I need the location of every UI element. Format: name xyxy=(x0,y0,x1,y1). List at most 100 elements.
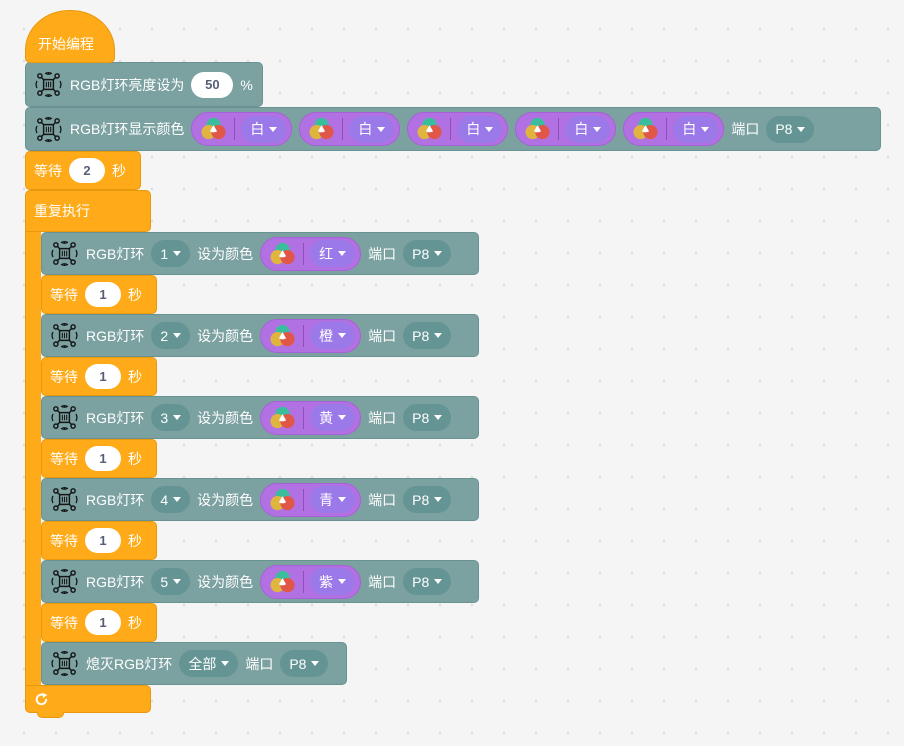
chevron-down-icon xyxy=(434,415,443,420)
port-dropdown[interactable]: P8 xyxy=(403,322,452,349)
color-picker-pill[interactable]: 紫 xyxy=(260,564,362,599)
repeat-block-header[interactable]: 重复执行 xyxy=(25,190,151,232)
color-dropdown-5[interactable]: 白 xyxy=(673,115,719,143)
set-color-label: 设为颜色 xyxy=(197,409,254,426)
color-dropdown-value: 橙 xyxy=(319,327,334,344)
color-dropdown[interactable]: 青 xyxy=(310,486,356,513)
turn-off-label: 熄灭RGB灯环 xyxy=(86,655,173,672)
wait-unit-label: 秒 xyxy=(128,368,142,385)
color-picker-pill-4[interactable]: 白 xyxy=(515,112,617,146)
color-dropdown-3[interactable]: 白 xyxy=(457,115,503,143)
ring-index-dropdown[interactable]: 3 xyxy=(151,404,191,431)
color-picker-pill[interactable]: 红 xyxy=(260,236,362,271)
port-dropdown-value: P8 xyxy=(412,245,430,262)
color-dropdown[interactable]: 橙 xyxy=(310,322,356,349)
wait-seconds-input[interactable]: 1 xyxy=(85,528,121,553)
ring-index-dropdown[interactable]: 4 xyxy=(151,486,191,513)
ring-index-value: 5 xyxy=(160,573,169,590)
color-picker-pill[interactable]: 黄 xyxy=(260,400,362,435)
wait-label: 等待 xyxy=(50,450,78,467)
scope-dropdown[interactable]: 全部 xyxy=(179,650,239,677)
pill-divider xyxy=(303,406,305,429)
wait-unit-label: 秒 xyxy=(128,450,142,467)
port-dropdown[interactable]: P8 xyxy=(280,650,329,677)
color-dropdown[interactable]: 黄 xyxy=(310,404,356,431)
block-wait[interactable]: 等待 1 秒 xyxy=(41,357,157,396)
block-set-ring-pixel-color[interactable]: RGB灯环 4 设为颜色 青 端口 P8 xyxy=(41,478,479,521)
rgb-color-wheel-icon xyxy=(268,405,297,431)
block-set-ring-pixel-color[interactable]: RGB灯环 5 设为颜色 紫 端口 P8 xyxy=(41,560,479,603)
ring-index-value: 3 xyxy=(160,409,169,426)
color-picker-pill-3[interactable]: 白 xyxy=(407,112,509,146)
block-repeat-forever[interactable]: 重复执行 xyxy=(25,190,151,718)
wait-seconds-input[interactable]: 2 xyxy=(69,158,105,183)
port-dropdown[interactable]: P8 xyxy=(403,486,452,513)
chevron-down-icon xyxy=(173,415,182,420)
block-set-ring-pixel-color[interactable]: RGB灯环 3 设为颜色 黄 端口 P8 xyxy=(41,396,479,439)
rgb-color-wheel-icon xyxy=(307,116,336,142)
port-dropdown[interactable]: P8 xyxy=(766,115,815,143)
repeat-block-left-wall xyxy=(25,232,41,685)
chevron-down-icon xyxy=(434,333,443,338)
rgb-color-wheel-icon xyxy=(268,241,297,267)
block-wait[interactable]: 等待 1 秒 xyxy=(41,603,157,642)
block-turn-off-ring[interactable]: 熄灭RGB灯环 全部 端口 P8 xyxy=(41,642,347,685)
port-dropdown-value: P8 xyxy=(412,327,430,344)
block-wait[interactable]: 等待 1 秒 xyxy=(41,521,157,560)
block-wait[interactable]: 等待 2 秒 xyxy=(25,151,141,190)
pill-divider xyxy=(450,118,452,140)
block-wait[interactable]: 等待 1 秒 xyxy=(41,275,157,314)
wait-unit-label: 秒 xyxy=(128,532,142,549)
color-dropdown-value: 白 xyxy=(466,121,481,137)
color-picker-pill-1[interactable]: 白 xyxy=(191,112,293,146)
ring-label: RGB灯环 xyxy=(86,327,145,344)
ring-index-dropdown[interactable]: 5 xyxy=(151,568,191,595)
ring-index-value: 2 xyxy=(160,327,169,344)
color-picker-pill[interactable]: 橙 xyxy=(260,318,362,353)
repeat-label: 重复执行 xyxy=(34,203,90,219)
ring-index-dropdown[interactable]: 1 xyxy=(151,240,191,267)
wait-label: 等待 xyxy=(50,286,78,303)
pill-divider xyxy=(303,570,305,593)
wait-seconds-input[interactable]: 1 xyxy=(85,446,121,471)
block-display-ring-colors[interactable]: RGB灯环显示颜色 白 白 白 xyxy=(25,107,881,151)
color-picker-pill[interactable]: 青 xyxy=(260,482,362,517)
wait-unit-label: 秒 xyxy=(112,162,126,179)
block-set-ring-pixel-color[interactable]: RGB灯环 2 设为颜色 橙 端口 P8 xyxy=(41,314,479,357)
hat-block-start-program[interactable]: 开始编程 xyxy=(25,10,115,63)
color-dropdown-2[interactable]: 白 xyxy=(349,115,395,143)
color-dropdown-4[interactable]: 白 xyxy=(565,115,611,143)
port-dropdown[interactable]: P8 xyxy=(403,240,452,267)
pill-divider xyxy=(558,118,560,140)
port-dropdown[interactable]: P8 xyxy=(403,404,452,431)
wait-seconds-input[interactable]: 1 xyxy=(85,282,121,307)
color-picker-pill-2[interactable]: 白 xyxy=(299,112,401,146)
port-dropdown[interactable]: P8 xyxy=(403,568,452,595)
rgb-color-wheel-icon xyxy=(199,116,228,142)
ring-index-value: 1 xyxy=(160,245,169,262)
port-label: 端口 xyxy=(368,409,397,426)
color-picker-pill-5[interactable]: 白 xyxy=(623,112,725,146)
color-dropdown[interactable]: 紫 xyxy=(310,568,356,595)
color-dropdown-value: 红 xyxy=(319,245,334,262)
ring-index-dropdown[interactable]: 2 xyxy=(151,322,191,349)
set-color-label: 设为颜色 xyxy=(197,327,254,344)
ring-label: RGB灯环 xyxy=(86,573,145,590)
wait-seconds-input[interactable]: 1 xyxy=(85,610,121,635)
port-label: 端口 xyxy=(368,245,397,262)
color-dropdown-1[interactable]: 白 xyxy=(241,115,287,143)
pill-divider xyxy=(303,324,305,347)
chevron-down-icon xyxy=(173,497,182,502)
block-set-ring-pixel-color[interactable]: RGB灯环 1 设为颜色 红 端口 P8 xyxy=(41,232,479,275)
color-dropdown-value: 白 xyxy=(358,121,373,137)
chevron-down-icon xyxy=(377,126,386,132)
ring-label: RGB灯环 xyxy=(86,491,145,508)
color-dropdown[interactable]: 红 xyxy=(310,240,356,267)
port-label: 端口 xyxy=(731,121,760,137)
block-wait[interactable]: 等待 1 秒 xyxy=(41,439,157,478)
pill-divider xyxy=(666,118,668,140)
block-set-ring-brightness[interactable]: RGB灯环亮度设为 50 % xyxy=(25,62,263,107)
wait-seconds-input[interactable]: 1 xyxy=(85,364,121,389)
brightness-value-input[interactable]: 50 xyxy=(191,71,234,98)
